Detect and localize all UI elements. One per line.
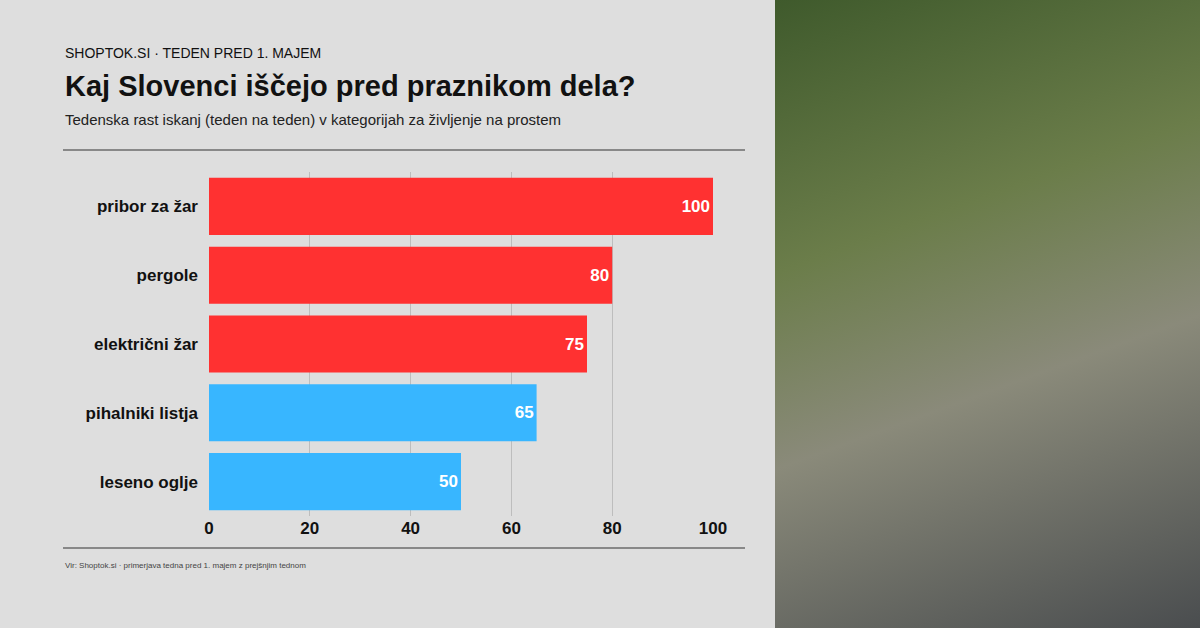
svg-text:SHOPTOK.SI · TEDEN PRED 1. MAJ: SHOPTOK.SI · TEDEN PRED 1. MAJEM	[65, 45, 321, 61]
svg-text:pribor za žar: pribor za žar	[97, 197, 198, 216]
svg-text:leseno oglje: leseno oglje	[100, 473, 198, 492]
svg-text:Vir: Shoptok.si · primerjava t: Vir: Shoptok.si · primerjava tedna pred …	[65, 561, 306, 570]
svg-text:60: 60	[502, 519, 521, 538]
svg-text:100: 100	[682, 197, 710, 216]
svg-text:20: 20	[300, 519, 319, 538]
svg-text:Tedenska rast iskanj (teden na: Tedenska rast iskanj (teden na teden) v …	[65, 111, 561, 128]
svg-text:75: 75	[565, 335, 584, 354]
svg-text:električni žar: električni žar	[94, 335, 198, 354]
svg-text:Kaj Slovenci iščejo pred prazn: Kaj Slovenci iščejo pred praznikom dela?	[65, 70, 636, 102]
svg-text:80: 80	[603, 519, 622, 538]
svg-text:pergole: pergole	[137, 266, 198, 285]
svg-text:40: 40	[401, 519, 420, 538]
svg-text:100: 100	[699, 519, 727, 538]
svg-text:65: 65	[515, 403, 534, 422]
svg-text:80: 80	[590, 266, 609, 285]
svg-text:50: 50	[439, 472, 458, 491]
svg-text:0: 0	[204, 519, 213, 538]
svg-text:pihalniki listja: pihalniki listja	[86, 404, 199, 423]
